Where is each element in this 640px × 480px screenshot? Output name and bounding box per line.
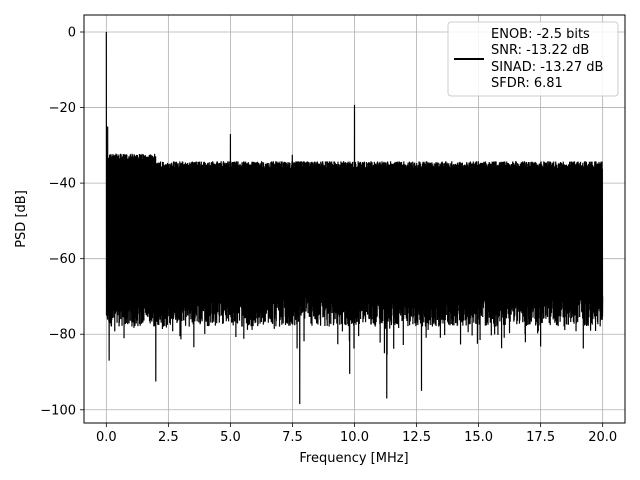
- ticks: 0.0 2.5 5.0 7.5 10.0 12.5 15.0 17.5 20.0 0 −20 −40 −…: [40, 26, 617, 446]
- legend: ENOB: -2.5 bits SNR: -13.22 dB SINAD: -1…: [447, 21, 619, 97]
- y-tick-label: −100: [40, 403, 76, 418]
- x-tick-label: 20.0: [588, 430, 617, 445]
- x-tick-label: 5.0: [220, 430, 241, 445]
- x-tick-label: 10.0: [340, 430, 369, 445]
- psd-series: [105, 31, 604, 405]
- y-tick-label: 0: [68, 26, 76, 41]
- x-tick-label: 17.5: [526, 430, 555, 445]
- psd-line: [105, 31, 604, 405]
- y-tick-label: −60: [49, 252, 76, 267]
- x-tick-label: 15.0: [464, 430, 493, 445]
- x-tick-label: 0.0: [96, 430, 117, 445]
- y-tick-label: −40: [49, 177, 76, 192]
- legend-sinad: SINAD: -13.27 dB: [491, 60, 603, 75]
- x-tick-label: 2.5: [158, 430, 179, 445]
- legend-box: [447, 21, 619, 97]
- x-tick-label: 7.5: [282, 430, 303, 445]
- legend-snr: SNR: -13.22 dB: [491, 43, 589, 58]
- legend-enob: ENOB: -2.5 bits: [491, 27, 590, 42]
- y-tick-label: −80: [49, 328, 76, 343]
- y-tick-label: −20: [49, 101, 76, 116]
- y-axis-label: PSD [dB]: [14, 190, 29, 248]
- x-tick-label: 12.5: [402, 430, 431, 445]
- x-axis-label: Frequency [MHz]: [299, 451, 408, 466]
- legend-sfdr: SFDR: 6.81: [491, 76, 563, 91]
